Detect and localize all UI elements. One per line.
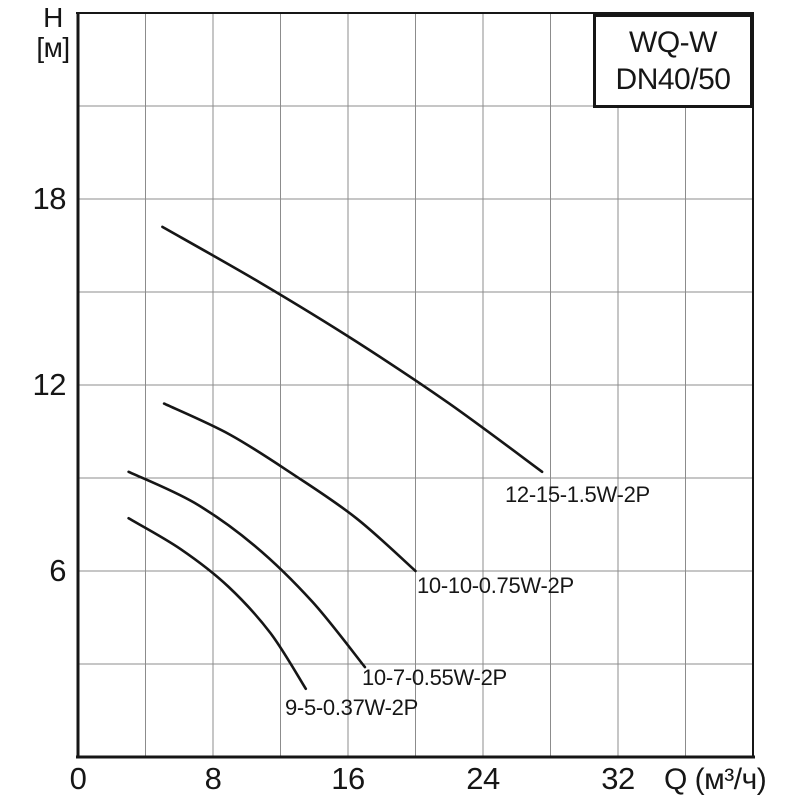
- flange-size: DN40/50: [615, 63, 731, 96]
- curve-label-10-7: 10-7-0.55W-2P: [362, 665, 507, 690]
- curve-label-12-15: 12-15-1.5W-2P: [505, 482, 650, 507]
- model-title-box: WQ-W DN40/50: [593, 14, 753, 108]
- x-axis-title: Q (м³/ч): [664, 763, 767, 796]
- series-family-name: WQ-W: [629, 26, 717, 59]
- x-tick-label-24: 24: [466, 761, 500, 796]
- pump-curve-9-5-0.37W-2P: [127, 517, 308, 691]
- pump-curve-12-15-1.5W-2P: [161, 225, 544, 474]
- x-tick-label-0: 0: [69, 761, 87, 796]
- y-axis-unit: [м]: [36, 32, 70, 63]
- y-tick-label-18: 18: [32, 181, 67, 216]
- x-tick-label-32: 32: [601, 761, 635, 796]
- curve-label-9-5: 9-5-0.37W-2P: [285, 695, 418, 720]
- pump-curve-10-10-0.75W-2P: [162, 402, 417, 573]
- x-tick-label-16: 16: [331, 761, 365, 796]
- y-tick-label-12: 12: [32, 367, 67, 402]
- x-tick-label-8: 8: [204, 761, 222, 796]
- curve-label-10-10: 10-10-0.75W-2P: [417, 573, 574, 598]
- pump-curve-10-7-0.55W-2P: [127, 470, 367, 669]
- y-axis-symbol: H: [43, 2, 63, 33]
- y-tick-label-6: 6: [49, 553, 66, 588]
